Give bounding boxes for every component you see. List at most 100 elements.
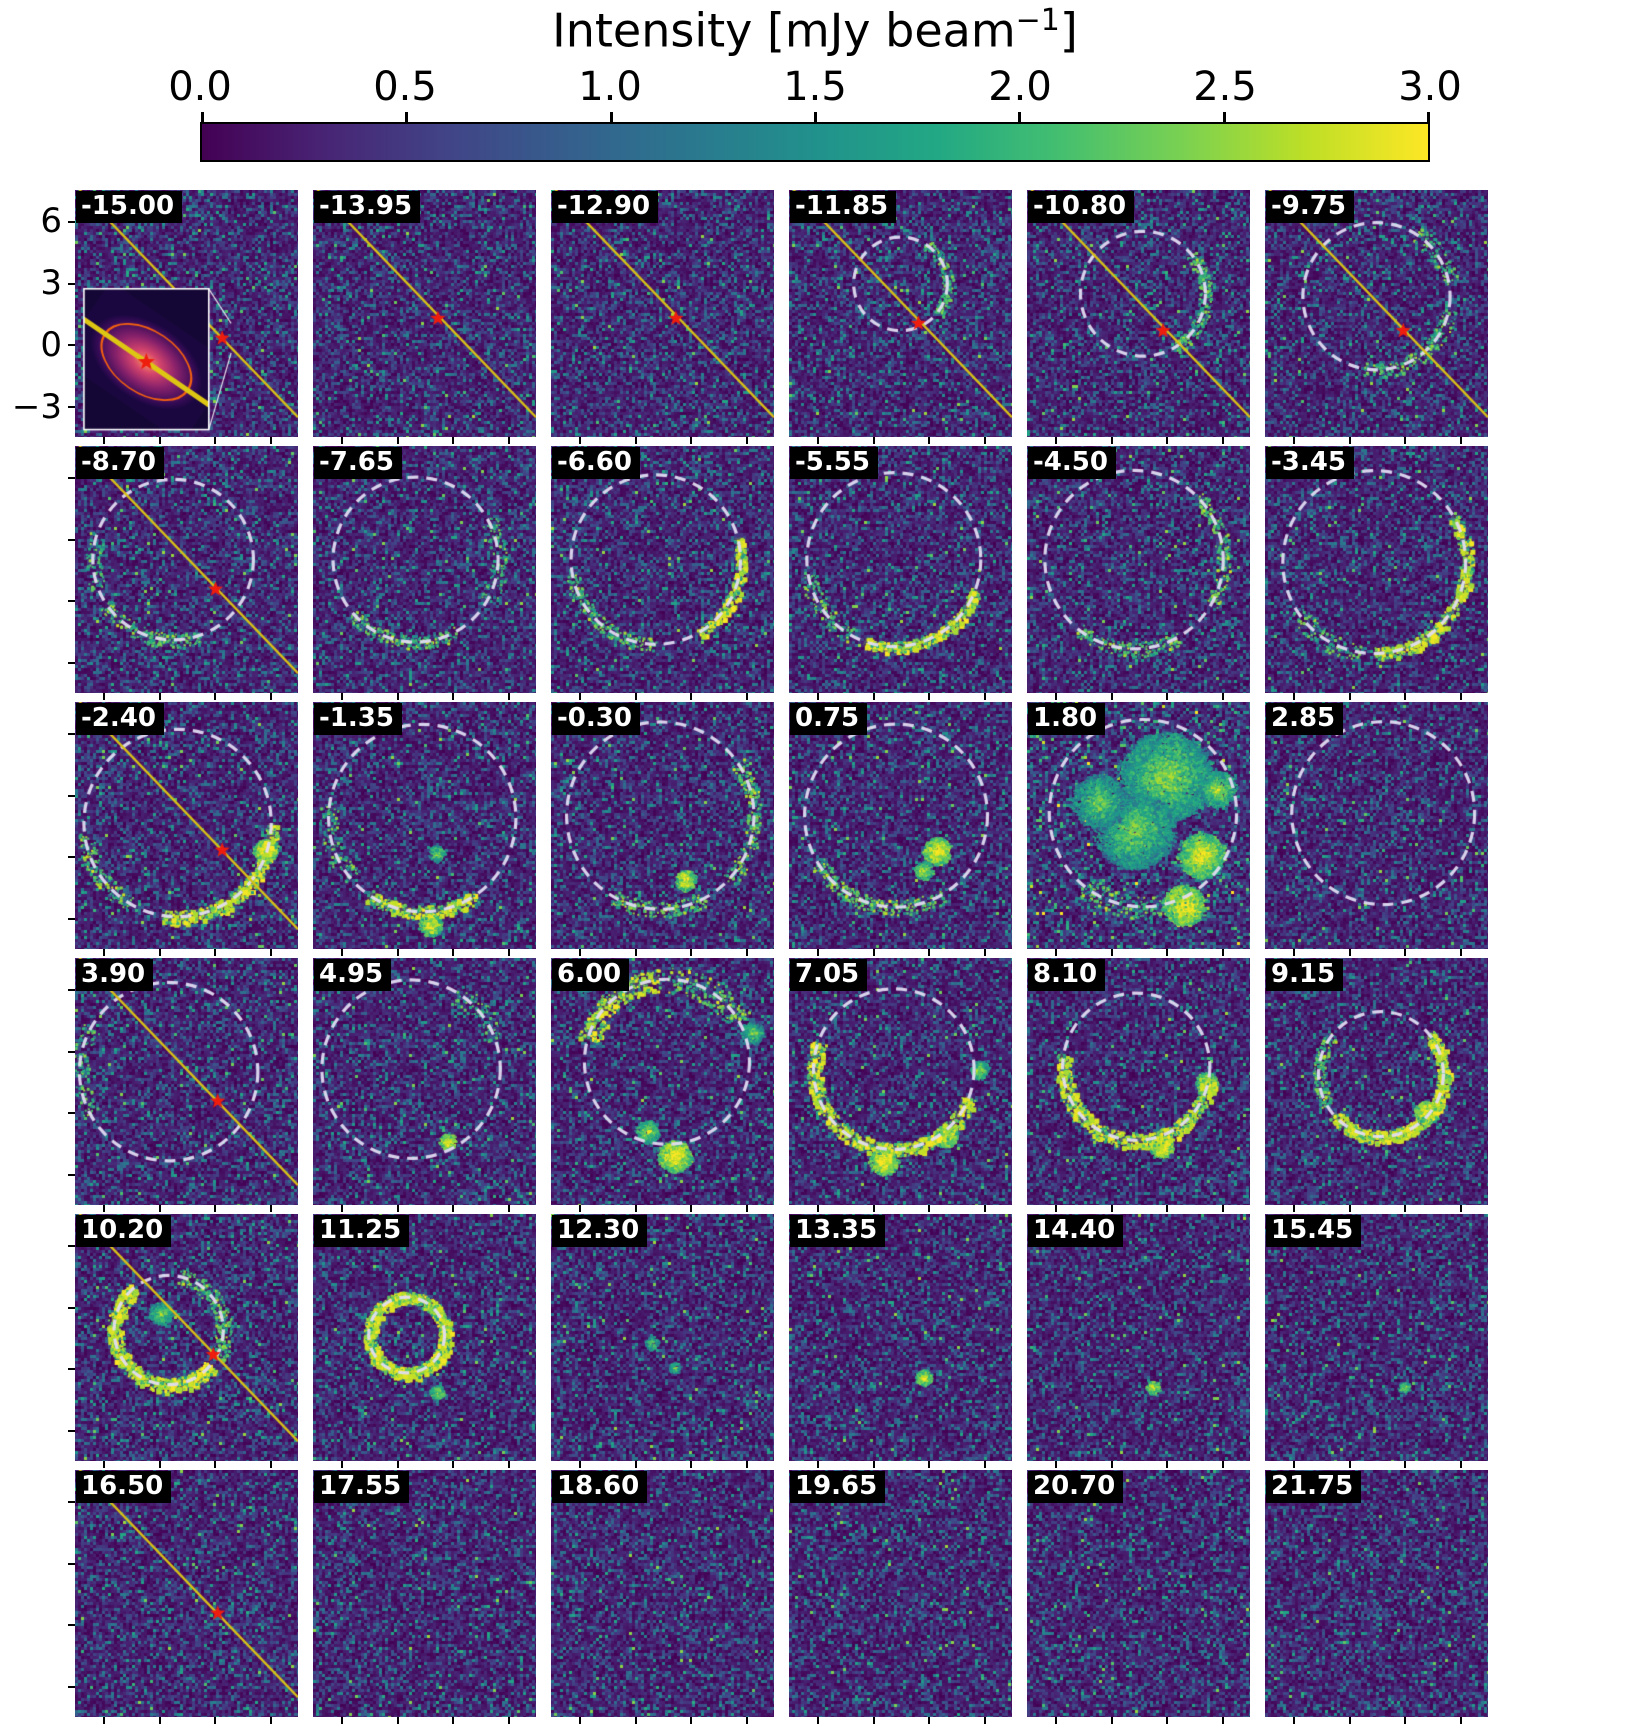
- x-axis-tick: [872, 1205, 875, 1212]
- x-axis-tick: [1292, 1461, 1295, 1468]
- x-axis-tick: [508, 1205, 511, 1212]
- y-axis-tick: [68, 794, 75, 797]
- channel-map-canvas: [551, 1470, 774, 1717]
- channel-panel-18.60: 18.60: [551, 1470, 774, 1724]
- channel-velocity-label: -7.65: [314, 447, 402, 480]
- x-axis-tick: [816, 949, 819, 956]
- channel-panel--12.90: -12.90: [551, 190, 774, 444]
- colorbar-title: Intensity [mJy beam−1]: [200, 4, 1430, 56]
- channel-map-canvas: [1265, 958, 1488, 1205]
- x-axis-tick: [746, 437, 749, 444]
- channel-panel-6.00: 6.00: [551, 958, 774, 1212]
- channel-panel-20.70: 20.70: [1027, 1470, 1250, 1724]
- y-axis-tick: [68, 406, 75, 409]
- channel-panel-15.45: 15.45: [1265, 1214, 1488, 1468]
- colorbar-title-text: Intensity [mJy beam: [552, 3, 1016, 58]
- channel-map-canvas: [313, 1214, 536, 1461]
- x-axis-tick: [1404, 1461, 1407, 1468]
- channel-map-canvas: [1265, 1470, 1488, 1717]
- x-axis-tick: [1292, 1205, 1295, 1212]
- y-axis-tick: [68, 1686, 75, 1689]
- x-axis-tick: [1292, 1717, 1295, 1724]
- x-axis-tick: [158, 1461, 161, 1468]
- x-axis-tick: [1460, 437, 1463, 444]
- channel-map-canvas: [789, 446, 1012, 693]
- x-axis-tick: [928, 437, 931, 444]
- x-axis-tick: [578, 437, 581, 444]
- channel-panel--8.70: -8.70: [68, 446, 298, 700]
- y-axis-tick-label: −3: [11, 387, 62, 427]
- channel-panel-16.50: 16.50: [68, 1470, 298, 1724]
- x-axis-tick: [634, 693, 637, 700]
- x-axis-tick: [452, 1461, 455, 1468]
- y-axis-tick: [68, 1624, 75, 1627]
- channel-map-canvas: [789, 1214, 1012, 1461]
- x-axis-tick: [452, 693, 455, 700]
- x-axis-tick: [214, 437, 217, 444]
- channel-map-grid: -15.00 -13.95 -12.90 -11.85 -10.80 -9.75 -8.70…: [68, 190, 1488, 1724]
- x-axis-tick: [1348, 693, 1351, 700]
- x-axis-tick: [396, 1205, 399, 1212]
- channel-panel--11.85: -11.85: [789, 190, 1012, 444]
- x-axis-tick: [1460, 1461, 1463, 1468]
- channel-velocity-label: -6.60: [552, 447, 640, 480]
- x-axis-tick: [634, 437, 637, 444]
- x-axis-tick: [928, 1205, 931, 1212]
- y-axis-tick: [68, 662, 75, 665]
- channel-velocity-label: -0.30: [552, 703, 640, 736]
- x-axis-tick: [1404, 1205, 1407, 1212]
- colorbar-tick: [1018, 112, 1022, 122]
- x-axis-tick: [396, 1717, 399, 1724]
- x-axis-tick: [158, 1717, 161, 1724]
- y-axis-tick: [68, 918, 75, 921]
- x-axis-tick: [690, 437, 693, 444]
- y-axis-tick: [68, 1244, 75, 1247]
- x-axis-tick: [1222, 693, 1225, 700]
- y-axis-tick: [68, 856, 75, 859]
- x-axis-tick: [634, 1461, 637, 1468]
- channel-panel-21.75: 21.75: [1265, 1470, 1488, 1724]
- channel-velocity-label: 9.15: [1266, 959, 1344, 992]
- channel-velocity-label: 18.60: [552, 1471, 648, 1504]
- channel-velocity-label: 4.95: [314, 959, 392, 992]
- x-axis-tick: [1054, 1205, 1057, 1212]
- channel-map-canvas: [551, 190, 774, 437]
- y-axis-tick: [68, 1050, 75, 1053]
- x-axis-tick: [340, 1461, 343, 1468]
- channel-velocity-label: -1.35: [314, 703, 402, 736]
- x-axis-tick: [396, 949, 399, 956]
- colorbar-title-exponent: −1: [1015, 3, 1060, 38]
- y-axis-tick: [68, 1112, 75, 1115]
- x-axis-tick: [102, 1461, 105, 1468]
- x-axis-tick: [396, 693, 399, 700]
- x-axis-tick: [1110, 437, 1113, 444]
- channel-panel-9.15: 9.15: [1265, 958, 1488, 1212]
- x-axis-tick: [1054, 1461, 1057, 1468]
- x-axis-tick: [928, 693, 931, 700]
- channel-panel--3.45: -3.45: [1265, 446, 1488, 700]
- x-axis-tick: [746, 1205, 749, 1212]
- x-axis-tick: [690, 693, 693, 700]
- y-axis-tick: [68, 476, 75, 479]
- channel-velocity-label: -11.85: [790, 191, 897, 224]
- x-axis-tick: [452, 949, 455, 956]
- x-axis-tick: [508, 437, 511, 444]
- x-axis-tick: [1460, 1205, 1463, 1212]
- x-axis-tick: [816, 1717, 819, 1724]
- y-axis-tick: [68, 988, 75, 991]
- x-axis-tick: [1166, 1205, 1169, 1212]
- x-axis-tick: [1110, 1717, 1113, 1724]
- x-axis-tick: [928, 949, 931, 956]
- channel-velocity-label: 3.90: [76, 959, 154, 992]
- x-axis-tick: [1348, 949, 1351, 956]
- channel-velocity-label: 1.80: [1028, 703, 1106, 736]
- channel-velocity-label: 10.20: [76, 1215, 172, 1248]
- x-axis-tick: [1054, 1717, 1057, 1724]
- channel-panel-17.55: 17.55: [313, 1470, 536, 1724]
- channel-velocity-label: 0.75: [790, 703, 868, 736]
- channel-map-canvas: [313, 958, 536, 1205]
- x-axis-tick: [984, 1461, 987, 1468]
- x-axis-tick: [872, 1461, 875, 1468]
- channel-velocity-label: 17.55: [314, 1471, 410, 1504]
- channel-panel--1.35: -1.35: [313, 702, 536, 956]
